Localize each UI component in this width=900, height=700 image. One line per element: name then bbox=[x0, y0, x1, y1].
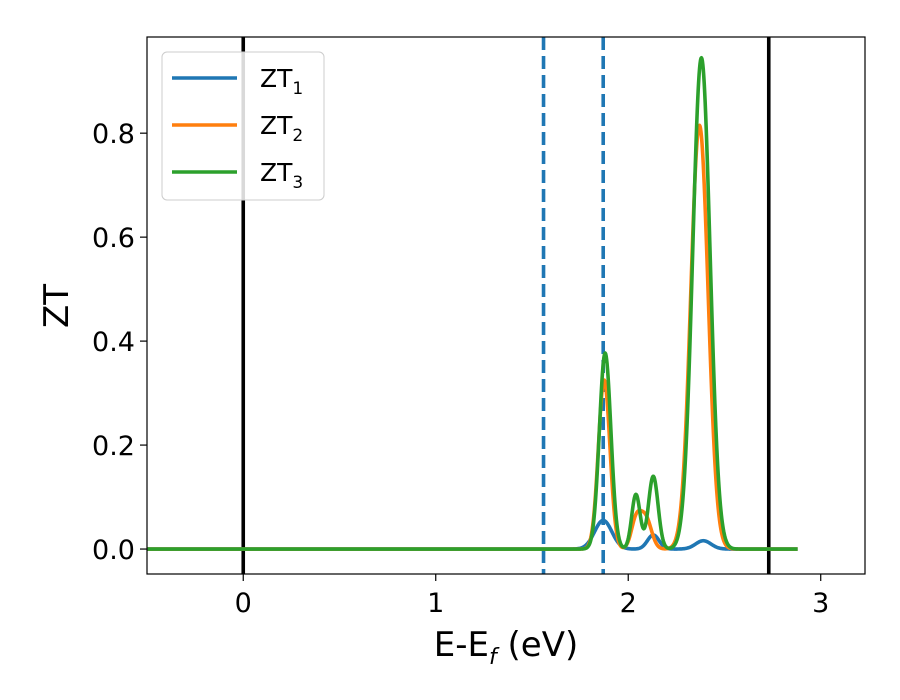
y-tick-label: 0.0 bbox=[92, 535, 135, 566]
y-tick-label: 0.2 bbox=[92, 431, 135, 462]
x-tick-label: 3 bbox=[812, 588, 829, 619]
plot-frame bbox=[146, 36, 866, 575]
series-line-zt3 bbox=[147, 55, 799, 551]
y-tick-label: 0.4 bbox=[92, 327, 135, 358]
y-tick-label: 0.6 bbox=[92, 223, 135, 254]
y-axis-label: ZT bbox=[37, 284, 77, 328]
x-tick-label: 0 bbox=[235, 588, 252, 619]
legend-frame bbox=[161, 51, 325, 201]
legend-label: ZT1 bbox=[260, 64, 303, 99]
y-tick-label: 0.8 bbox=[92, 119, 135, 150]
legend-label: ZT2 bbox=[260, 111, 303, 146]
y-axis: 0.0 0.2 0.4 0.6 0.8 bbox=[92, 119, 147, 566]
x-axis: 0 1 2 3 bbox=[235, 574, 829, 619]
x-tick-label: 1 bbox=[427, 588, 444, 619]
data-series bbox=[147, 55, 799, 551]
legend-label: ZT3 bbox=[260, 158, 303, 193]
x-tick-label: 2 bbox=[620, 588, 637, 619]
x-axis-label: E-Ef (eV) bbox=[434, 625, 579, 670]
legend: ZT1 ZT2 ZT3 bbox=[161, 51, 325, 201]
